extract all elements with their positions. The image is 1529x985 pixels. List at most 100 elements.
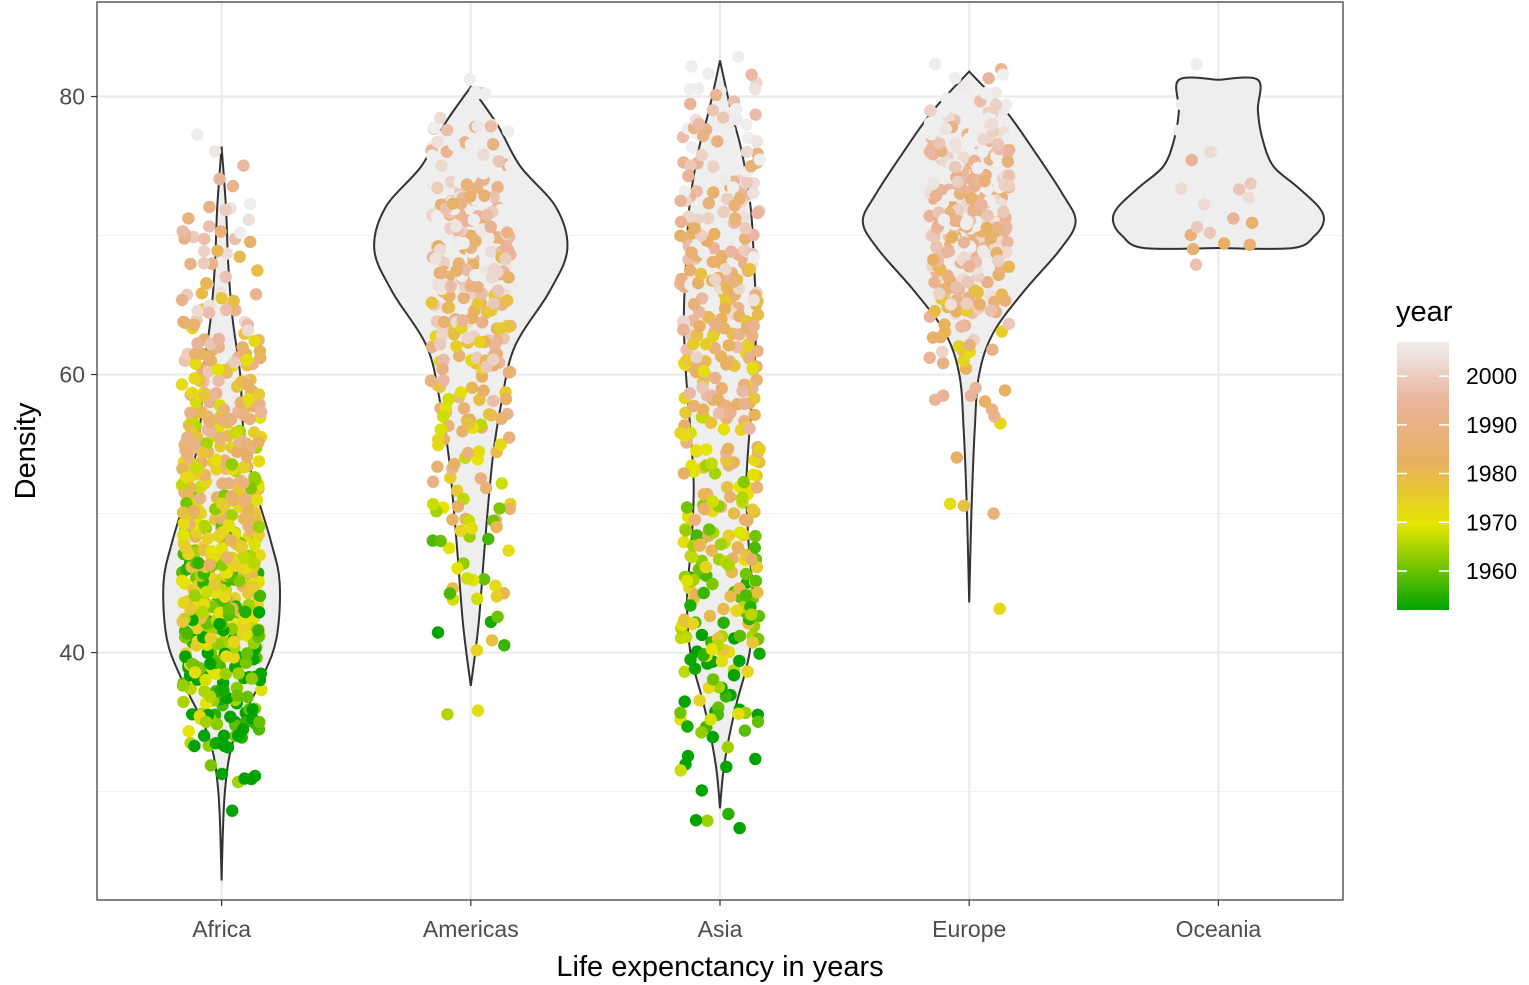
data-point xyxy=(718,173,731,186)
data-point xyxy=(470,159,483,172)
data-point xyxy=(746,636,759,649)
data-point xyxy=(212,332,225,346)
data-point xyxy=(726,152,739,165)
data-point xyxy=(733,821,746,835)
data-point xyxy=(718,302,732,315)
data-point xyxy=(1000,246,1013,259)
data-point xyxy=(241,647,254,660)
data-point xyxy=(469,234,482,248)
data-point xyxy=(937,104,950,118)
data-point xyxy=(249,288,263,301)
data-point xyxy=(194,492,207,505)
data-point xyxy=(1186,242,1200,256)
data-point xyxy=(250,493,264,507)
data-point xyxy=(188,739,201,753)
data-point xyxy=(701,212,715,225)
data-point xyxy=(464,138,478,151)
data-point xyxy=(480,208,494,222)
data-point xyxy=(948,214,961,227)
data-point xyxy=(937,213,951,227)
data-point xyxy=(252,606,266,619)
data-point xyxy=(487,297,500,310)
data-point xyxy=(473,335,486,349)
data-point xyxy=(688,662,702,675)
data-point xyxy=(182,725,195,738)
data-point xyxy=(204,759,218,772)
data-point xyxy=(747,293,760,307)
data-point xyxy=(464,190,477,203)
data-point xyxy=(442,392,455,406)
data-point xyxy=(446,513,459,526)
data-point xyxy=(685,141,699,154)
data-point xyxy=(467,213,481,227)
data-point xyxy=(228,356,241,369)
data-point xyxy=(992,254,1005,268)
data-point xyxy=(472,445,486,458)
data-point xyxy=(222,519,235,532)
data-point xyxy=(434,338,447,351)
data-point xyxy=(490,520,503,534)
data-point xyxy=(502,366,516,379)
data-point xyxy=(198,389,211,402)
data-point xyxy=(685,60,698,73)
data-point xyxy=(708,273,722,286)
data-point xyxy=(933,137,946,150)
data-point xyxy=(485,634,499,647)
data-point xyxy=(225,458,239,471)
data-point xyxy=(203,558,216,572)
data-point xyxy=(751,344,764,358)
data-point xyxy=(460,178,474,191)
data-point xyxy=(729,212,742,225)
data-point xyxy=(723,123,736,137)
data-point xyxy=(241,505,255,518)
legend-ticks: 2000 1990 1980 1970 1960 xyxy=(1397,363,1517,584)
data-point xyxy=(724,245,738,258)
data-point xyxy=(209,453,223,466)
data-point xyxy=(695,148,708,162)
data-point xyxy=(1245,216,1259,229)
data-point xyxy=(712,407,726,420)
data-point xyxy=(702,197,715,210)
data-point xyxy=(176,574,189,588)
data-point xyxy=(238,551,251,565)
data-point xyxy=(984,231,997,245)
data-point xyxy=(499,392,513,406)
data-point xyxy=(697,488,710,501)
data-point xyxy=(963,260,976,273)
data-point xyxy=(1242,191,1255,204)
data-point xyxy=(739,567,753,581)
data-point xyxy=(239,605,252,619)
data-point xyxy=(1244,177,1257,190)
data-point xyxy=(212,530,225,543)
data-point xyxy=(1190,220,1204,234)
data-point xyxy=(706,730,719,744)
data-point xyxy=(940,92,953,105)
data-point xyxy=(198,232,211,246)
data-point xyxy=(748,392,761,405)
data-point xyxy=(231,689,244,702)
legend-colorbar xyxy=(1397,342,1449,610)
data-point xyxy=(963,338,976,352)
data-point xyxy=(191,430,204,444)
data-point xyxy=(245,772,258,786)
data-point xyxy=(715,655,729,668)
data-point xyxy=(959,81,972,95)
data-point xyxy=(717,423,731,436)
data-point xyxy=(978,174,991,188)
data-point xyxy=(978,395,992,408)
data-point xyxy=(954,101,968,115)
data-point xyxy=(699,338,713,351)
data-point xyxy=(252,388,266,401)
data-point xyxy=(962,132,975,146)
data-point xyxy=(960,215,974,228)
data-point xyxy=(176,506,190,519)
data-point xyxy=(687,337,700,351)
data-point xyxy=(176,225,189,238)
data-point xyxy=(985,403,999,416)
y-axis-title: Density xyxy=(10,402,42,499)
x-axis: Africa Americas Asia Europe Oceania xyxy=(192,900,1261,942)
data-point xyxy=(226,804,239,817)
data-point xyxy=(708,467,722,480)
data-point xyxy=(191,304,204,317)
data-point xyxy=(989,86,1002,100)
